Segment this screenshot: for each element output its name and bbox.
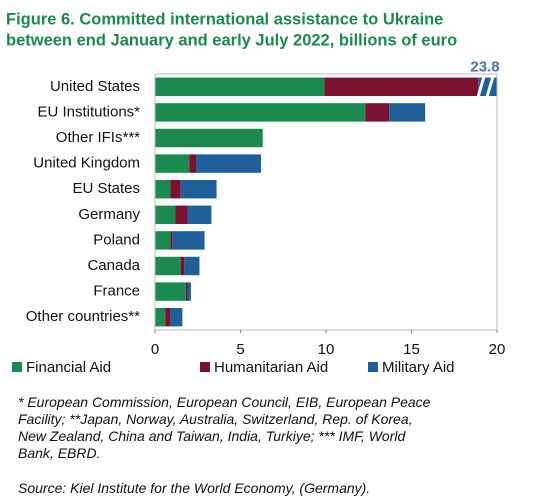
legend-label: Financial Aid (26, 359, 111, 376)
legend-swatch (12, 362, 22, 372)
bar-segment (155, 154, 190, 173)
y-tick-label: Poland (93, 231, 140, 248)
footnote: * European Commission, European Council,… (18, 394, 523, 462)
y-tick-label: EU Institutions* (37, 103, 140, 120)
footnote-line: Bank, EBRD. (18, 445, 101, 461)
chart: Figure 6. Committed international assist… (6, 10, 506, 376)
y-tick-label: EU States (72, 180, 140, 197)
bar-segment (189, 154, 197, 173)
bar-segment (170, 307, 183, 327)
bar-segment (155, 282, 186, 301)
x-tick-label: 10 (318, 341, 335, 358)
bar-segment (155, 103, 366, 122)
axis-break (485, 76, 495, 98)
y-tick-label: Other IFIs*** (56, 129, 140, 146)
y-tick-label: United States (50, 78, 140, 95)
x-tick-label: 0 (151, 341, 159, 358)
bar-segment (180, 179, 217, 199)
x-tick-label: 5 (236, 341, 244, 358)
footnote-line: New Zealand, China and Taiwan, India, Tu… (18, 428, 406, 444)
bar-segment (155, 231, 171, 250)
axis-break (476, 76, 486, 98)
bar-segment (365, 103, 390, 122)
bar-segment (170, 231, 173, 250)
bar-segment (185, 282, 188, 301)
bar-segment (165, 307, 171, 327)
bars (155, 77, 498, 327)
chart-title: between end January and early July 2022,… (6, 31, 457, 49)
bar-segment (180, 256, 185, 276)
y-tick-label: United Kingdom (33, 155, 140, 172)
bar-segment (155, 307, 166, 327)
legend-swatch (200, 362, 210, 372)
annotation: 23.8 (470, 59, 499, 76)
legend-label: Military Aid (382, 359, 455, 376)
legend-swatch (368, 362, 378, 372)
footnote-line: Facility; **Japan, Norway, Australia, Sw… (18, 411, 413, 427)
bar-segment (184, 256, 200, 276)
source: Source: Kiel Institute for the World Eco… (18, 480, 371, 496)
bar-segment (172, 231, 205, 250)
chart-title: Figure 6. Committed international assist… (6, 10, 443, 28)
bar-segment (196, 154, 262, 173)
bar-segment (155, 77, 325, 97)
bar-segment (175, 205, 188, 225)
bar-segment (170, 179, 181, 199)
bar-segment (155, 256, 181, 276)
bar-segment (389, 103, 426, 122)
bar-segment (324, 77, 479, 97)
bar-segment (155, 179, 171, 199)
y-tick-label: Other countries** (26, 308, 140, 325)
y-tick-label: Germany (78, 206, 140, 223)
bar-segment (155, 205, 176, 225)
bar-segment (187, 282, 191, 301)
x-tick-label: 15 (403, 341, 420, 358)
y-tick-label: Canada (87, 257, 140, 274)
x-tick-label: 20 (489, 341, 506, 358)
y-tick-label: France (93, 283, 140, 300)
footnote-line: * European Commission, European Council,… (18, 394, 431, 410)
legend-label: Humanitarian Aid (214, 359, 328, 376)
bar-segment (187, 205, 212, 225)
bar-segment (155, 128, 263, 148)
